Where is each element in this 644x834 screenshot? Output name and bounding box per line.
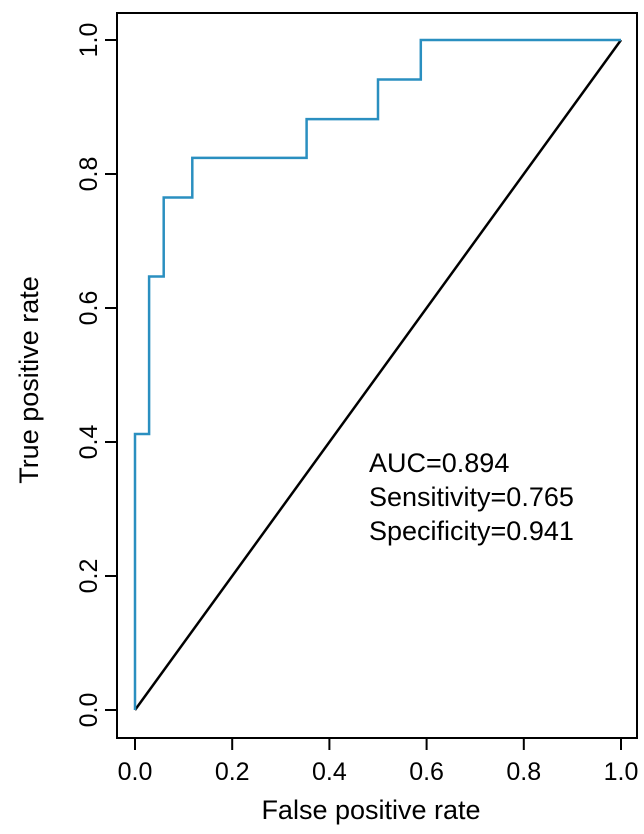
sensitivity-annotation: Sensitivity=0.765 — [369, 482, 574, 512]
y-tick-label: 0.6 — [75, 291, 103, 326]
y-axis-title: True positive rate — [14, 276, 44, 484]
y-tick-label: 1.0 — [75, 23, 103, 58]
x-tick-label: 1.0 — [604, 758, 639, 786]
auc-annotation: AUC=0.894 — [369, 448, 509, 478]
y-tick-label: 0.0 — [75, 693, 103, 728]
specificity-annotation: Specificity=0.941 — [369, 516, 574, 546]
reference-diagonal-line — [133, 39, 623, 711]
y-tick-label: 0.8 — [75, 157, 103, 192]
x-axis-title: False positive rate — [261, 795, 480, 825]
x-tick-label: 0.8 — [506, 758, 541, 786]
x-tick-label: 0.2 — [215, 758, 250, 786]
y-tick-label: 0.4 — [75, 425, 103, 460]
y-tick-label: 0.2 — [75, 559, 103, 594]
x-tick-label: 0.4 — [312, 758, 347, 786]
series-layer — [133, 38, 623, 711]
roc-curve-line — [133, 38, 621, 710]
x-tick-label: 0.6 — [409, 758, 444, 786]
y-axis-ticks: 0.0 0.2 0.4 0.6 0.8 1.0 — [75, 23, 117, 728]
x-axis-ticks: 0.0 0.2 0.4 0.6 0.8 1.0 — [118, 738, 639, 786]
plot-frame — [116, 12, 638, 739]
x-tick-label: 0.0 — [118, 758, 153, 786]
